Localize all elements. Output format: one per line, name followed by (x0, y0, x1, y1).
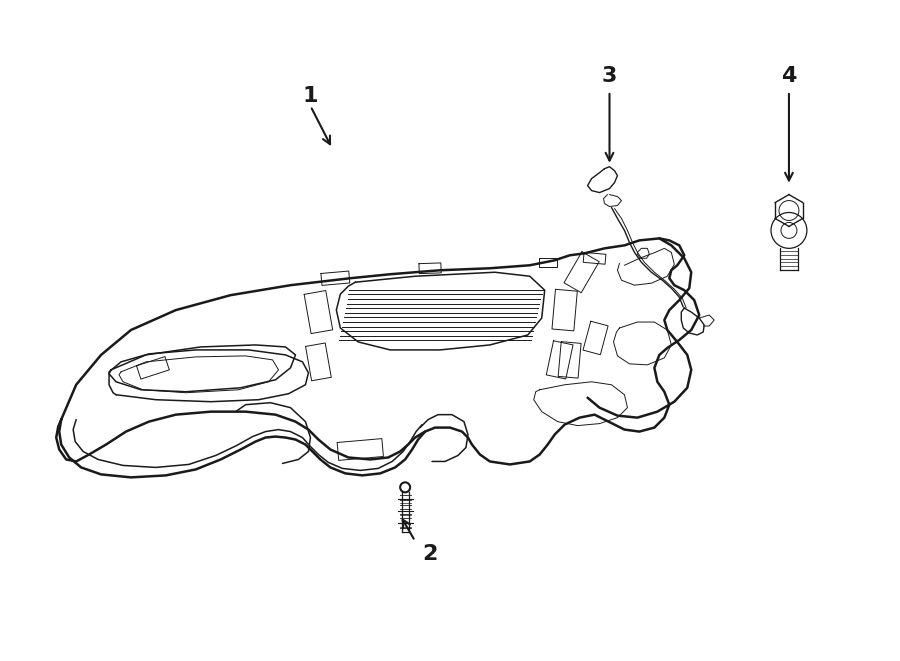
Text: 1: 1 (302, 86, 319, 106)
Text: 4: 4 (781, 66, 797, 86)
Text: 3: 3 (602, 66, 617, 86)
Text: 2: 2 (422, 544, 437, 564)
